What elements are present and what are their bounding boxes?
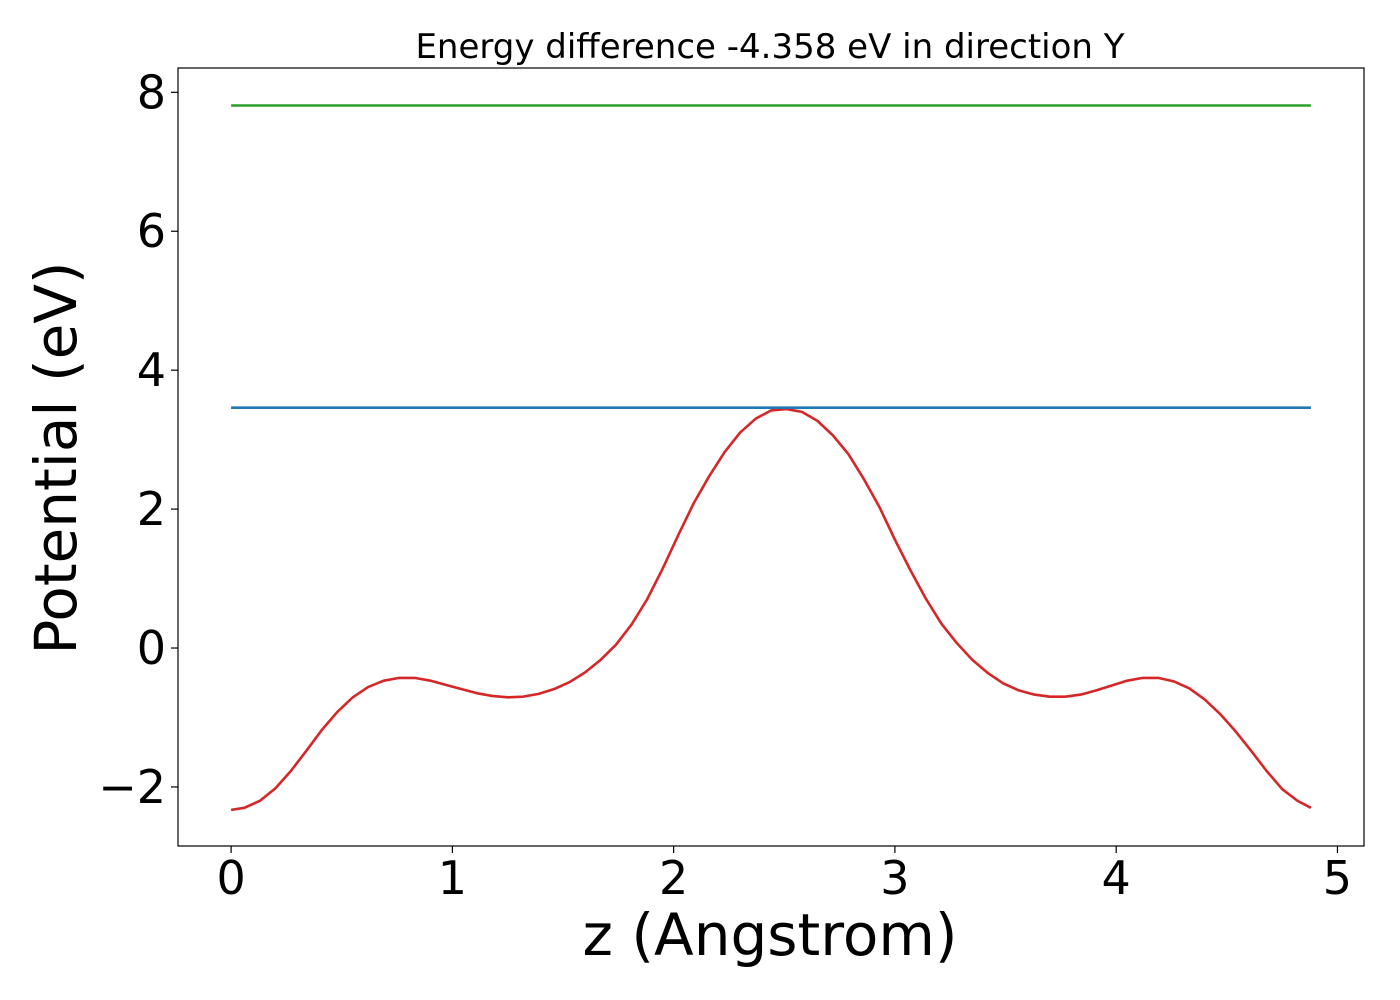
y-tick-label: −2 bbox=[98, 760, 166, 814]
x-tick-label: 2 bbox=[659, 851, 688, 905]
x-tick-label: 1 bbox=[438, 851, 467, 905]
x-tick-label: 4 bbox=[1102, 851, 1131, 905]
chart-title: Energy difference -4.358 eV in direction… bbox=[415, 27, 1124, 67]
x-axis-label: z (Angstrom) bbox=[583, 901, 958, 969]
series-layer bbox=[230, 104, 1312, 812]
y-tick-label: 8 bbox=[137, 65, 166, 119]
x-tick-label: 0 bbox=[216, 851, 245, 905]
y-tick-label: 2 bbox=[137, 482, 166, 536]
y-tick-label: 6 bbox=[137, 204, 166, 258]
x-axis-ticks: 0 1 2 3 4 5 bbox=[216, 846, 1352, 905]
x-tick-label: 5 bbox=[1323, 851, 1352, 905]
plot-frame bbox=[177, 67, 1365, 847]
series-line-0 bbox=[230, 407, 1312, 812]
x-tick-label: 3 bbox=[880, 851, 909, 905]
y-tick-label: 0 bbox=[137, 621, 166, 675]
y-axis-ticks: −2 0 2 4 6 8 bbox=[98, 65, 178, 814]
y-tick-label: 4 bbox=[137, 343, 166, 397]
y-axis-label: Potential (eV) bbox=[22, 261, 90, 654]
